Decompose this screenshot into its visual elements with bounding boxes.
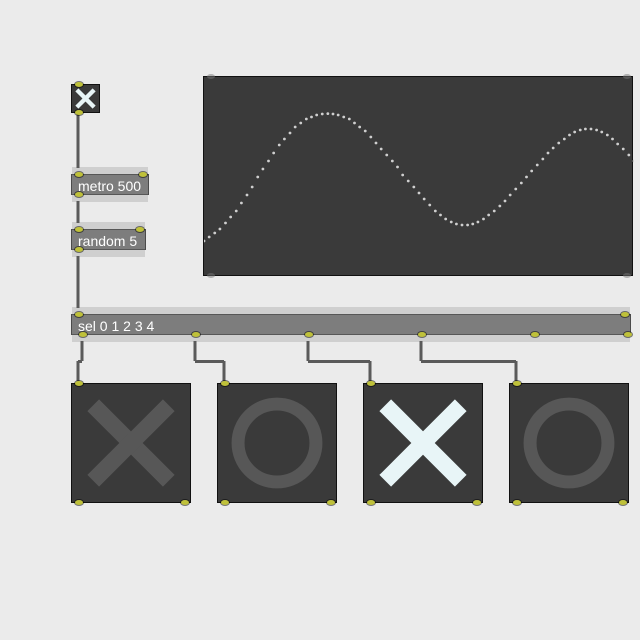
bang-out-1[interactable] bbox=[217, 383, 337, 503]
bang-out-3[interactable] bbox=[509, 383, 629, 503]
toggle-out-2[interactable] bbox=[363, 383, 483, 503]
scope-display bbox=[203, 76, 633, 276]
sel-label: sel 0 1 2 3 4 bbox=[78, 318, 154, 334]
random-label: random 5 bbox=[78, 233, 137, 249]
random-object[interactable]: random 5 bbox=[71, 229, 146, 250]
toggle-main[interactable] bbox=[71, 84, 100, 113]
sel-object[interactable]: sel 0 1 2 3 4 bbox=[71, 314, 631, 335]
metro-label: metro 500 bbox=[78, 178, 141, 194]
metro-object[interactable]: metro 500 bbox=[71, 174, 149, 195]
toggle-out-0[interactable] bbox=[71, 383, 191, 503]
